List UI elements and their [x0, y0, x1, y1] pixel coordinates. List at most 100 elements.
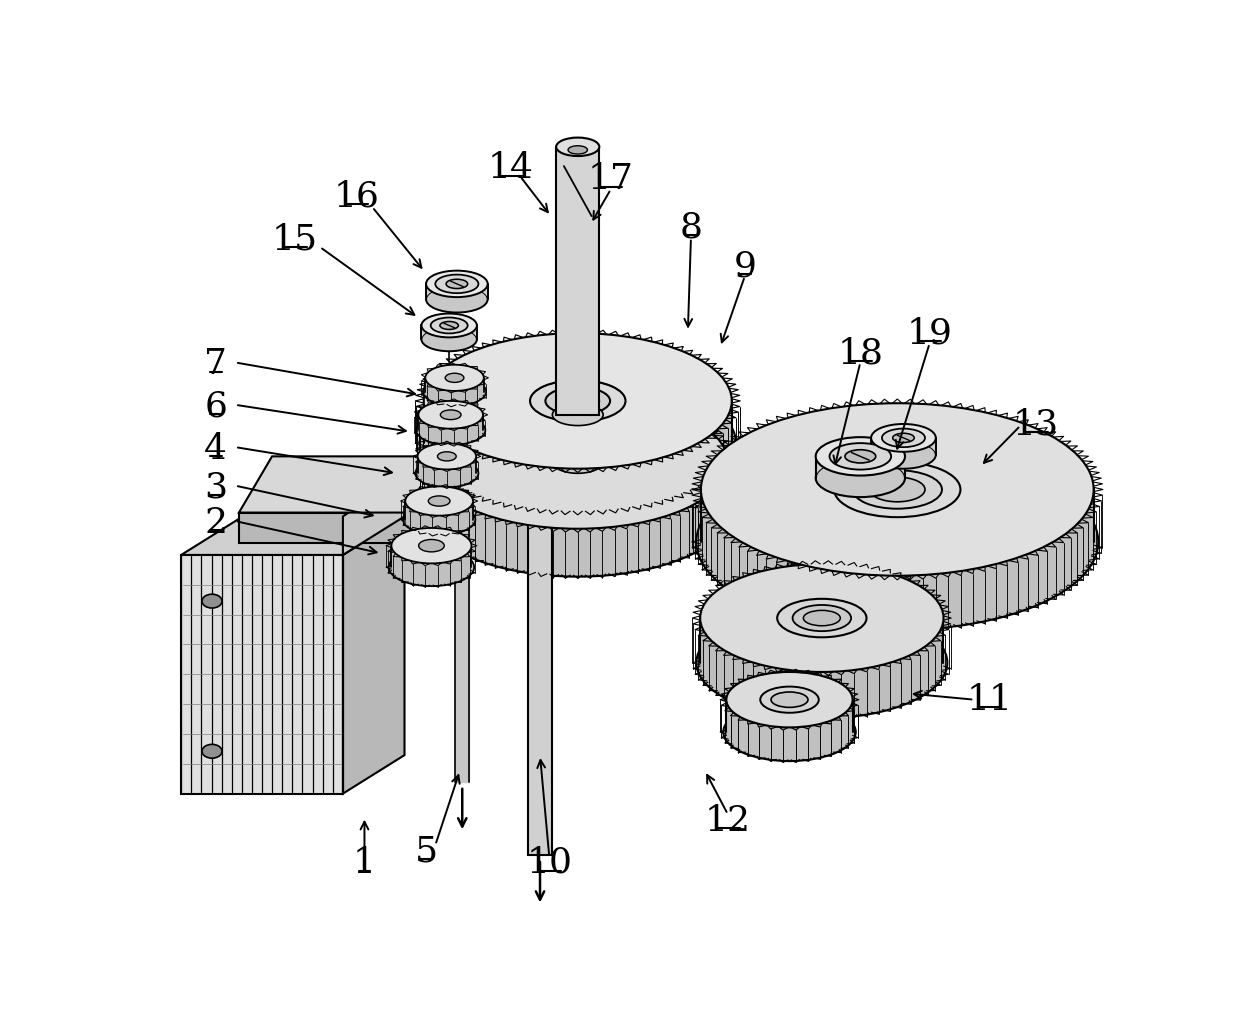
Ellipse shape [552, 404, 603, 426]
Ellipse shape [528, 469, 552, 479]
Ellipse shape [853, 470, 942, 508]
Polygon shape [557, 146, 599, 414]
Ellipse shape [724, 518, 744, 531]
Polygon shape [816, 437, 905, 478]
Ellipse shape [568, 145, 588, 154]
Text: 6: 6 [205, 390, 227, 424]
Polygon shape [343, 474, 404, 555]
Ellipse shape [388, 548, 474, 587]
Text: 11: 11 [967, 683, 1013, 717]
Polygon shape [528, 474, 552, 856]
Ellipse shape [872, 424, 936, 452]
Ellipse shape [882, 429, 925, 447]
Ellipse shape [701, 564, 944, 672]
Ellipse shape [804, 610, 841, 626]
Ellipse shape [869, 477, 925, 502]
Ellipse shape [418, 443, 476, 469]
Ellipse shape [792, 605, 851, 631]
Ellipse shape [893, 433, 914, 442]
Text: 13: 13 [1013, 407, 1059, 441]
Polygon shape [424, 333, 732, 443]
Polygon shape [428, 396, 728, 508]
Ellipse shape [553, 452, 603, 473]
Text: 12: 12 [704, 803, 751, 837]
Polygon shape [701, 403, 1094, 542]
Polygon shape [422, 313, 477, 339]
Ellipse shape [539, 445, 616, 479]
Ellipse shape [697, 454, 1099, 630]
Polygon shape [181, 555, 343, 794]
Polygon shape [427, 271, 487, 299]
Text: 8: 8 [680, 210, 702, 244]
Ellipse shape [425, 365, 484, 391]
Polygon shape [181, 517, 404, 555]
Polygon shape [701, 564, 944, 663]
Polygon shape [239, 457, 828, 512]
Ellipse shape [438, 452, 456, 461]
Ellipse shape [760, 687, 818, 712]
Ellipse shape [417, 415, 485, 445]
Ellipse shape [418, 401, 484, 429]
Ellipse shape [415, 459, 479, 488]
Ellipse shape [701, 403, 1094, 575]
Text: 2: 2 [205, 505, 227, 539]
Ellipse shape [727, 672, 853, 728]
Polygon shape [727, 672, 853, 732]
Ellipse shape [446, 279, 467, 289]
Text: 18: 18 [837, 336, 883, 370]
Ellipse shape [435, 274, 479, 293]
Ellipse shape [423, 377, 486, 406]
Ellipse shape [424, 333, 732, 469]
Ellipse shape [419, 373, 737, 512]
Polygon shape [418, 443, 476, 473]
Text: 16: 16 [334, 179, 379, 213]
Ellipse shape [428, 396, 728, 529]
Ellipse shape [844, 450, 875, 463]
Ellipse shape [405, 487, 472, 516]
Ellipse shape [427, 270, 487, 297]
Ellipse shape [202, 594, 222, 608]
Ellipse shape [403, 504, 475, 535]
Polygon shape [405, 487, 472, 520]
Ellipse shape [491, 492, 515, 507]
Ellipse shape [392, 528, 471, 563]
Polygon shape [872, 424, 936, 455]
Ellipse shape [697, 607, 947, 719]
Ellipse shape [428, 496, 450, 506]
Ellipse shape [202, 744, 222, 758]
Polygon shape [418, 401, 484, 430]
Ellipse shape [830, 443, 892, 469]
Ellipse shape [872, 441, 936, 469]
Text: 15: 15 [272, 223, 319, 257]
Ellipse shape [419, 539, 444, 552]
Ellipse shape [529, 380, 625, 422]
Text: 14: 14 [487, 152, 533, 186]
Ellipse shape [723, 703, 856, 761]
Ellipse shape [445, 373, 464, 383]
Polygon shape [455, 493, 469, 783]
Text: 17: 17 [588, 162, 634, 196]
Ellipse shape [440, 410, 461, 420]
Ellipse shape [546, 387, 610, 414]
Ellipse shape [777, 599, 867, 637]
Polygon shape [790, 457, 828, 543]
Text: 9: 9 [733, 250, 756, 284]
Polygon shape [425, 365, 484, 392]
Ellipse shape [422, 328, 477, 352]
Polygon shape [239, 512, 790, 543]
Text: 7: 7 [205, 347, 227, 381]
Ellipse shape [440, 322, 459, 330]
Text: 4: 4 [205, 432, 227, 466]
Ellipse shape [771, 692, 808, 707]
Ellipse shape [816, 459, 905, 497]
Ellipse shape [816, 437, 905, 475]
Ellipse shape [427, 286, 487, 312]
Text: 1: 1 [353, 845, 376, 879]
Ellipse shape [835, 462, 961, 518]
Text: 10: 10 [526, 845, 572, 879]
Polygon shape [343, 517, 404, 794]
Ellipse shape [430, 318, 467, 333]
Polygon shape [392, 528, 471, 567]
Ellipse shape [422, 313, 477, 337]
Ellipse shape [455, 490, 469, 496]
